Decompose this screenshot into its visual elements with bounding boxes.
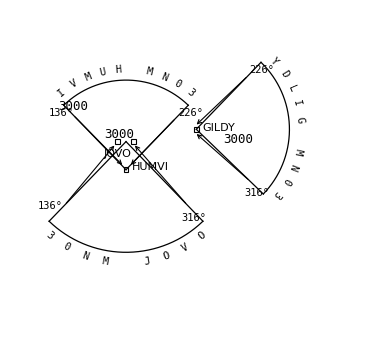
Text: 136°: 136° (48, 108, 73, 118)
Text: N: N (81, 250, 90, 262)
Text: M: M (145, 67, 153, 78)
Text: J: J (143, 256, 151, 267)
Text: N: N (287, 162, 299, 172)
Text: HUMVI: HUMVI (132, 162, 169, 172)
Text: 226°: 226° (250, 65, 274, 75)
Text: 226°: 226° (179, 108, 204, 118)
Text: Y: Y (269, 56, 280, 67)
Text: 136°: 136° (38, 201, 63, 211)
Text: N: N (159, 71, 169, 83)
Text: 3000: 3000 (223, 134, 254, 146)
Text: 3000: 3000 (58, 100, 88, 113)
Text: 0: 0 (61, 241, 72, 253)
Text: M: M (102, 256, 109, 267)
Text: I: I (56, 87, 67, 99)
Text: M: M (83, 71, 93, 83)
Text: 3: 3 (185, 87, 196, 99)
Text: 3: 3 (44, 230, 55, 242)
Text: I: I (291, 99, 302, 108)
Text: 0: 0 (173, 78, 183, 90)
Text: 0: 0 (280, 176, 292, 186)
Text: G: G (294, 116, 305, 123)
Text: GILDY: GILDY (203, 122, 236, 132)
Text: O: O (162, 250, 171, 262)
Text: 3000: 3000 (104, 128, 134, 141)
Text: M: M (292, 147, 303, 156)
Text: H: H (115, 65, 122, 75)
Text: D: D (278, 69, 290, 80)
Text: U: U (99, 67, 107, 78)
Text: JOVO: JOVO (103, 149, 131, 159)
Text: L: L (286, 84, 297, 93)
Text: 316°: 316° (244, 188, 269, 198)
Text: O: O (197, 230, 208, 242)
Text: V: V (69, 78, 79, 90)
Text: 3: 3 (271, 189, 283, 200)
Text: V: V (180, 241, 190, 253)
Text: 316°: 316° (182, 213, 207, 223)
